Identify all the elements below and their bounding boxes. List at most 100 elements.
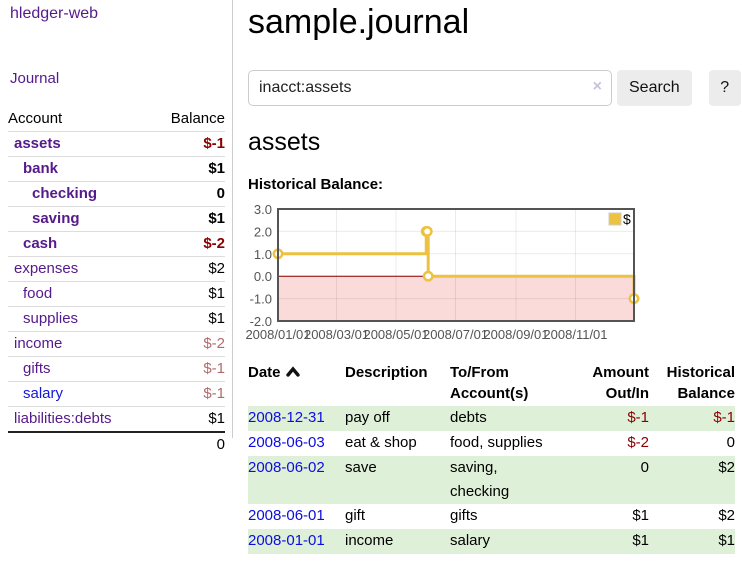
account-link[interactable]: income (14, 335, 63, 352)
account-balance: $1 (150, 306, 225, 332)
page-title: sample.journal (248, 3, 470, 41)
table-row: 2008-06-03 eat & shop food, supplies $-2 0 (248, 431, 735, 456)
transaction-date-link[interactable]: 2008-12-31 (248, 409, 325, 426)
description-cell: save (345, 459, 377, 476)
account-link[interactable]: gifts (23, 360, 51, 377)
svg-text:-1.0: -1.0 (250, 292, 272, 307)
account-row: salary $-1 (8, 381, 225, 407)
amount-cell: $1 (632, 532, 649, 549)
help-button[interactable]: ? (708, 70, 741, 106)
account-balance: $2 (150, 256, 225, 282)
svg-text:0.0: 0.0 (254, 269, 272, 284)
balance-cell: $1 (718, 532, 735, 549)
amount-cell: 0 (640, 459, 649, 476)
main-content: sample.journal × Search? assets Historic… (245, 0, 741, 554)
accounts-cell: debts (450, 409, 487, 426)
total-balance: 0 (150, 431, 225, 457)
description-cell: eat & shop (345, 434, 417, 451)
account-link[interactable]: supplies (23, 310, 79, 327)
register-header-row: Date Description To/From Account(s) Amou… (248, 362, 735, 406)
svg-text:2008/07/01: 2008/07/01 (423, 327, 488, 342)
account-row: assets $-1 (8, 131, 225, 157)
sidebar-item-journal[interactable]: Journal (10, 70, 60, 87)
svg-text:-2.0: -2.0 (250, 314, 272, 329)
search-form: × Search? (248, 70, 741, 106)
svg-text:2008/11/01: 2008/11/01 (543, 327, 607, 342)
transaction-date-link[interactable]: 2008-06-02 (248, 459, 325, 476)
account-row: food $1 (8, 281, 225, 307)
account-link[interactable]: assets (14, 135, 61, 152)
sidebar: hledger-web Journal Account Balance asse… (0, 0, 233, 457)
account-row: income $-2 (8, 331, 225, 357)
date-cell: 2008-06-01 (248, 504, 345, 529)
date-cell: 2008-06-03 (248, 431, 345, 456)
account-row: liabilities:debts $1 (8, 406, 225, 432)
account-balance: $-1 (150, 381, 225, 407)
account-table-body: assets $-1 bank $1 checking 0 saving $1 cash $-2 e… (8, 131, 225, 432)
account-balance: $1 (150, 156, 225, 182)
account-row: saving $1 (8, 206, 225, 232)
date-cell: 2008-01-01 (248, 529, 345, 554)
svg-text:$: $ (623, 211, 631, 227)
transaction-date-link[interactable]: 2008-06-01 (248, 507, 325, 524)
accounts-cell: saving, checking (450, 459, 510, 500)
account-link[interactable]: salary (23, 385, 64, 402)
chart-title: Historical Balance: (248, 176, 384, 193)
transaction-date-link[interactable]: 2008-01-01 (248, 532, 325, 549)
clear-search-icon[interactable]: × (592, 78, 602, 95)
account-link[interactable]: checking (32, 185, 98, 202)
description-cell: income (345, 532, 394, 549)
register-body: 2008-12-31 pay off debts $-1 $-1 2008-06-03 ea… (248, 406, 735, 554)
balance-cell: 0 (726, 434, 735, 451)
svg-text:2008/09/01: 2008/09/01 (483, 327, 548, 342)
accounts-cell: gifts (450, 507, 478, 524)
column-header-description[interactable]: Description (345, 364, 428, 381)
table-row: 2008-12-31 pay off debts $-1 $-1 (248, 406, 735, 431)
register-table: Date Description To/From Account(s) Amou… (248, 362, 735, 554)
amount-cell: $-2 (627, 434, 649, 451)
column-header-amount[interactable]: Amount Out/In (592, 364, 649, 402)
column-header-balance[interactable]: Historical Balance (666, 364, 735, 402)
search-input[interactable] (248, 70, 612, 106)
accounts-cell: salary (450, 532, 491, 549)
svg-text:2.0: 2.0 (254, 224, 272, 239)
app-title-link[interactable]: hledger-web (10, 5, 99, 22)
account-column-header: Account (8, 110, 63, 127)
column-header-date[interactable]: Date (248, 362, 345, 406)
account-balance: $1 (150, 281, 225, 307)
account-balance: 0 (150, 181, 225, 207)
account-link[interactable]: cash (23, 235, 58, 252)
account-row: expenses $2 (8, 256, 225, 282)
account-balance: $1 (150, 206, 225, 232)
transaction-date-link[interactable]: 2008-06-03 (248, 434, 325, 451)
balance-cell: $2 (718, 507, 735, 524)
table-row: 2008-06-01 gift gifts $1 $2 (248, 504, 735, 529)
account-balance: $-1 (150, 131, 225, 157)
description-cell: gift (345, 507, 366, 524)
date-cell: 2008-06-02 (248, 456, 345, 504)
balance-cell: $-1 (713, 409, 735, 426)
amount-cell: $-1 (627, 409, 649, 426)
account-balance-table: Account Balance assets $-1 bank $1 checking 0… (8, 106, 225, 457)
column-header-accounts[interactable]: To/From Account(s) (450, 364, 529, 402)
account-link[interactable]: liabilities:debts (14, 410, 112, 427)
search-input-wrap: × (248, 70, 612, 106)
account-link[interactable]: expenses (14, 260, 79, 277)
account-balance: $-2 (150, 231, 225, 257)
account-link[interactable]: bank (23, 160, 59, 177)
account-balance: $-1 (150, 356, 225, 382)
account-balance: $1 (150, 406, 225, 432)
account-row: gifts $-1 (8, 356, 225, 382)
date-cell: 2008-12-31 (248, 406, 345, 431)
account-link[interactable]: food (23, 285, 53, 302)
description-cell: pay off (345, 409, 390, 426)
svg-text:2008/01/01: 2008/01/01 (245, 327, 310, 342)
account-row: checking 0 (8, 181, 225, 207)
table-row: 2008-01-01 income salary $1 $1 (248, 529, 735, 554)
svg-text:2008/03/01: 2008/03/01 (304, 327, 369, 342)
total-spacer (8, 431, 151, 457)
svg-text:3.0: 3.0 (254, 202, 272, 217)
account-link[interactable]: saving (32, 210, 80, 227)
search-button[interactable]: Search (617, 70, 692, 106)
accounts-cell: food, supplies (450, 434, 543, 451)
